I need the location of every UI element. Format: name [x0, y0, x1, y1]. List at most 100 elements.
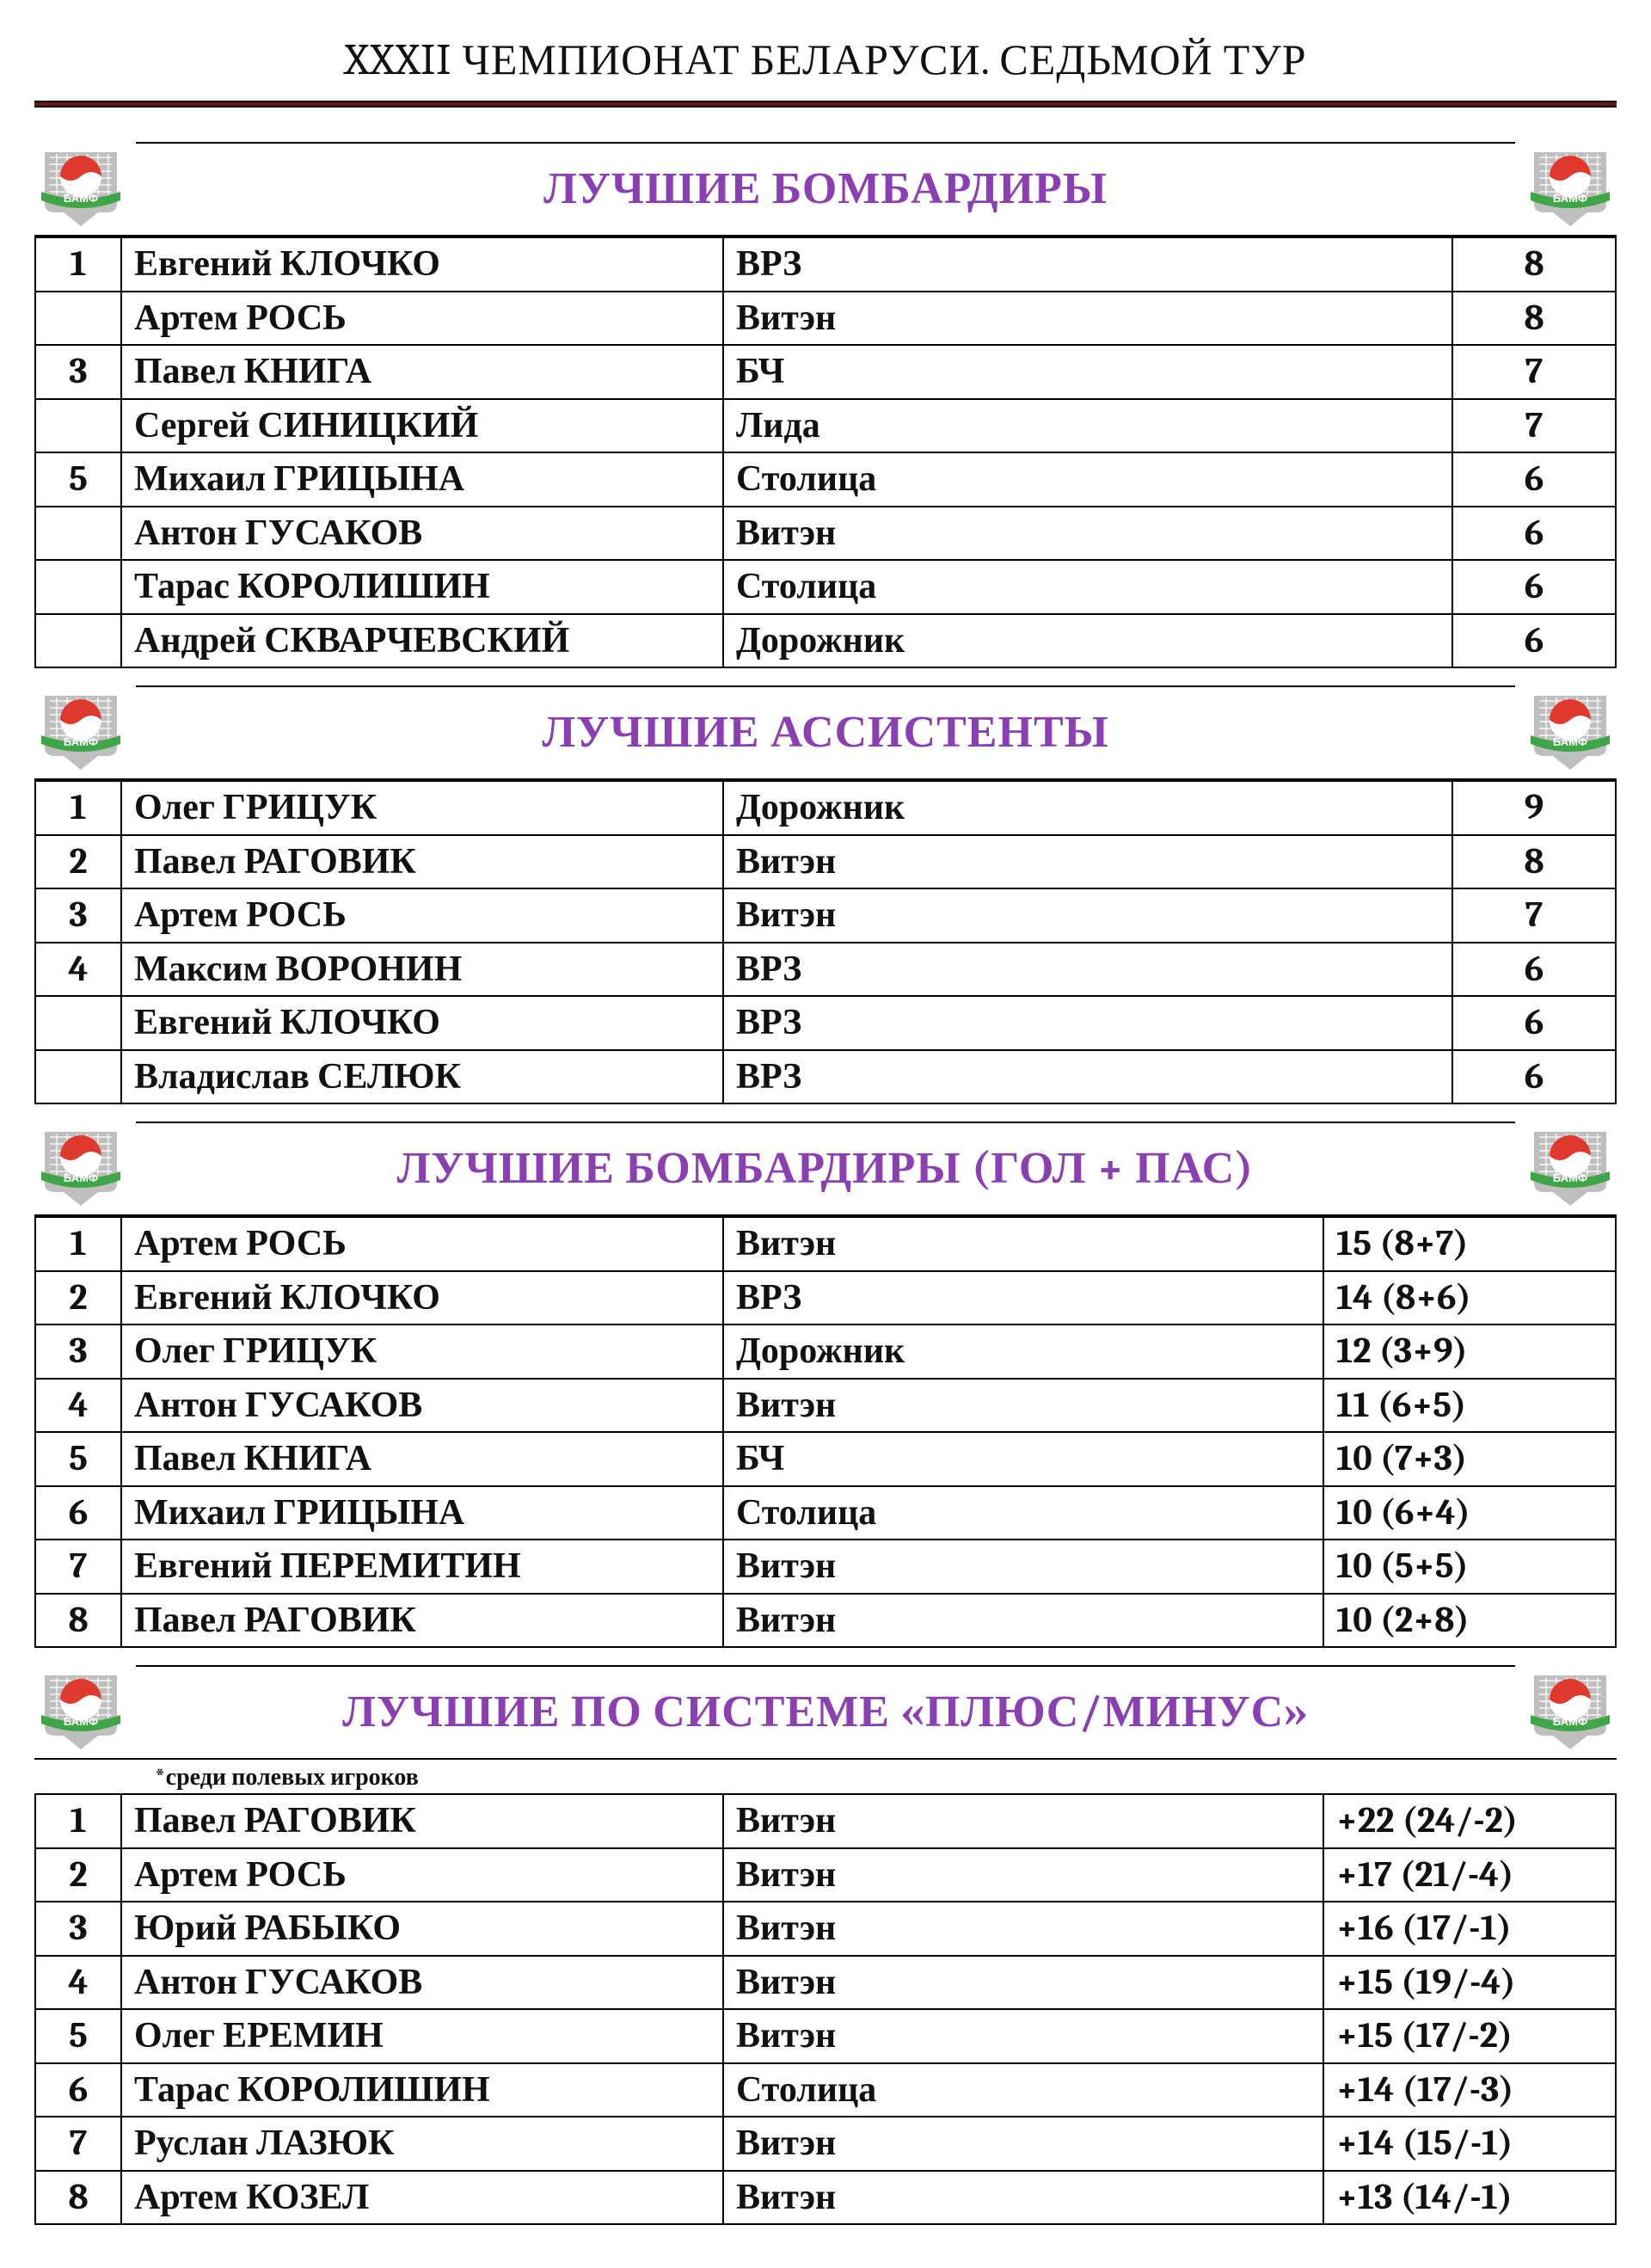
team-cell: Столица: [723, 2063, 1323, 2117]
player-cell: Андрей СКВАРЧЕВСКИЙ: [121, 614, 723, 668]
rank-cell: 1: [35, 237, 121, 292]
player-cell: Олег ГРИЦУК: [121, 781, 723, 835]
section-header: БАМФ ЛУЧШИЕ ПО СИСТЕМЕ «ПЛЮС/МИНУС» БАМФ: [34, 1665, 1617, 1760]
rank-cell: 3: [35, 345, 121, 399]
section-header: БАМФ ЛУЧШИЕ БОМБАРДИРЫ (ГОЛ + ПАС) БАМФ: [34, 1122, 1617, 1216]
table-row: Андрей СКВАРЧЕВСКИЙ Дорожник 6: [35, 614, 1616, 668]
team-cell: Витэн: [723, 2117, 1323, 2171]
stat-cell: 11 (6+5): [1323, 1379, 1616, 1433]
player-cell: Евгений КЛОЧКО: [121, 1271, 723, 1325]
table-row: 1 Павел РАГОВИК Витэн +22 (24/-2): [35, 1794, 1616, 1848]
player-cell: Михаил ГРИЦЫНА: [121, 452, 723, 507]
team-cell: Витэн: [723, 507, 1452, 561]
player-cell: Артем КОЗЕЛ: [121, 2171, 723, 2225]
team-cell: Витэн: [723, 1594, 1323, 1648]
table-row: 3 Юрий РАБЫКО Витэн +16 (17/-1): [35, 1902, 1616, 1956]
rank-cell: 6: [35, 1486, 121, 1540]
stat-cell: 12 (3+9): [1323, 1325, 1616, 1379]
rank-cell: 4: [35, 1379, 121, 1433]
rank-cell: 7: [35, 1540, 121, 1594]
table-row: 4 Антон ГУСАКОВ Витэн +15 (19/-4): [35, 1956, 1616, 2010]
stat-table: 1 Артем РОСЬ Витэн 15 (8+7) 2 Евгений КЛ…: [34, 1216, 1617, 1648]
table-row: 6 Михаил ГРИЦЫНА Столица 10 (6+4): [35, 1486, 1616, 1540]
rank-cell: 2: [35, 835, 121, 889]
header-top-rule: [136, 142, 1515, 144]
team-cell: Столица: [723, 1486, 1323, 1540]
player-cell: Олег ЕРЕМИН: [121, 2009, 723, 2063]
rank-cell: 1: [35, 1217, 121, 1271]
team-cell: Дорожник: [723, 614, 1452, 668]
team-cell: ВРЗ: [723, 1050, 1452, 1104]
team-cell: Лида: [723, 399, 1452, 453]
table-row: Тарас КОРОЛИШИН Столица 6: [35, 560, 1616, 614]
rank-cell: 1: [35, 1794, 121, 1848]
table-row: 3 Олег ГРИЦУК Дорожник 12 (3+9): [35, 1325, 1616, 1379]
stat-cell: 10 (6+4): [1323, 1486, 1616, 1540]
rank-cell: 4: [35, 943, 121, 997]
stat-cell: 6: [1452, 943, 1616, 997]
table-row: 5 Олег ЕРЕМИН Витэн +15 (17/-2): [35, 2009, 1616, 2063]
bamf-logo-right: БАМФ: [1527, 1123, 1613, 1209]
stat-cell: 6: [1452, 452, 1616, 507]
stat-cell: +15 (17/-2): [1323, 2009, 1616, 2063]
stat-cell: 10 (7+3): [1323, 1432, 1616, 1486]
table-row: Антон ГУСАКОВ Витэн 6: [35, 507, 1616, 561]
stat-cell: 9: [1452, 781, 1616, 835]
stat-cell: +22 (24/-2): [1323, 1794, 1616, 1848]
table-row: 8 Павел РАГОВИК Витэн 10 (2+8): [35, 1594, 1616, 1648]
stat-cell: +14 (15/-1): [1323, 2117, 1616, 2171]
stat-table: 1 Евгений КЛОЧКО ВРЗ 8 Артем РОСЬ Витэн …: [34, 237, 1617, 668]
player-cell: Евгений ПЕРЕМИТИН: [121, 1540, 723, 1594]
rank-cell: [35, 1050, 121, 1104]
team-cell: Витэн: [723, 292, 1452, 346]
player-cell: Михаил ГРИЦЫНА: [121, 1486, 723, 1540]
player-cell: Юрий РАБЫКО: [121, 1902, 723, 1956]
svg-text:БАМФ: БАМФ: [1553, 1171, 1587, 1184]
section: БАМФ ЛУЧШИЕ АССИСТЕНТЫ БАМФ: [34, 685, 1617, 1104]
bamf-logo-right: БАМФ: [1527, 687, 1613, 773]
player-cell: Антон ГУСАКОВ: [121, 1956, 723, 2010]
team-cell: Витэн: [723, 1848, 1323, 1902]
header-top-rule: [136, 1665, 1515, 1667]
section: БАМФ ЛУЧШИЕ БОМБАРДИРЫ (ГОЛ + ПАС) БАМФ: [34, 1122, 1617, 1648]
stat-cell: 7: [1452, 345, 1616, 399]
table-row: 7 Евгений ПЕРЕМИТИН Витэн 10 (5+5): [35, 1540, 1616, 1594]
table-row: Владислав СЕЛЮК ВРЗ 6: [35, 1050, 1616, 1104]
bamf-logo-icon: БАМФ: [1527, 1667, 1613, 1753]
rank-cell: [35, 399, 121, 453]
table-row: 2 Артем РОСЬ Витэн +17 (21/-4): [35, 1848, 1616, 1902]
team-cell: ВРЗ: [723, 237, 1452, 292]
stat-table: 1 Олег ГРИЦУК Дорожник 9 2 Павел РАГОВИК…: [34, 780, 1617, 1104]
bamf-logo-right: БАМФ: [1527, 1667, 1613, 1753]
table-row: Евгений КЛОЧКО ВРЗ 6: [35, 996, 1616, 1050]
player-cell: Тарас КОРОЛИШИН: [121, 2063, 723, 2117]
rank-cell: 8: [35, 1594, 121, 1648]
rank-cell: 5: [35, 452, 121, 507]
player-cell: Антон ГУСАКОВ: [121, 1379, 723, 1433]
bamf-logo-icon: БАМФ: [1527, 1123, 1613, 1209]
bamf-logo-left: БАМФ: [38, 1667, 124, 1753]
table-row: 4 Антон ГУСАКОВ Витэн 11 (6+5): [35, 1379, 1616, 1433]
svg-text:БАМФ: БАМФ: [64, 735, 98, 748]
team-cell: Витэн: [723, 2171, 1323, 2225]
bamf-logo-left: БАМФ: [38, 1123, 124, 1209]
stat-cell: 8: [1452, 237, 1616, 292]
table-row: 1 Артем РОСЬ Витэн 15 (8+7): [35, 1217, 1616, 1271]
team-cell: Витэн: [723, 2009, 1323, 2063]
player-cell: Евгений КЛОЧКО: [121, 237, 723, 292]
stat-cell: 14 (8+6): [1323, 1271, 1616, 1325]
table-row: Сергей СИНИЦКИЙ Лида 7: [35, 399, 1616, 453]
rank-cell: 8: [35, 2171, 121, 2225]
stat-cell: 7: [1452, 888, 1616, 943]
table-row: Артем РОСЬ Витэн 8: [35, 292, 1616, 346]
table-row: 7 Руслан ЛАЗЮК Витэн +14 (15/-1): [35, 2117, 1616, 2171]
rank-cell: 6: [35, 2063, 121, 2117]
stat-cell: +16 (17/-1): [1323, 1902, 1616, 1956]
team-cell: Витэн: [723, 1540, 1323, 1594]
stat-cell: 10 (5+5): [1323, 1540, 1616, 1594]
section-title: ЛУЧШИЕ БОМБАРДИРЫ: [543, 163, 1108, 214]
svg-text:БАМФ: БАМФ: [1553, 735, 1587, 748]
svg-text:БАМФ: БАМФ: [1553, 1715, 1587, 1728]
team-cell: Дорожник: [723, 781, 1452, 835]
section-header: БАМФ ЛУЧШИЕ АССИСТЕНТЫ БАМФ: [34, 685, 1617, 780]
